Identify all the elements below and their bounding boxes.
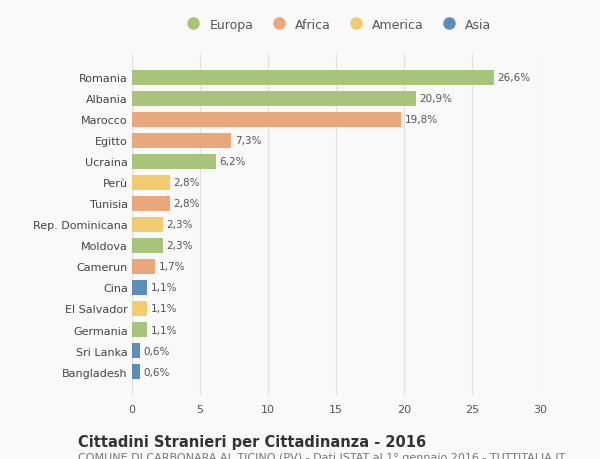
Text: 1,1%: 1,1%	[151, 283, 177, 293]
Bar	[132, 259, 155, 274]
Text: 0,6%: 0,6%	[143, 367, 170, 377]
Text: 1,1%: 1,1%	[151, 325, 177, 335]
Bar	[132, 322, 147, 337]
Bar	[132, 238, 163, 253]
Bar	[132, 134, 231, 149]
Text: 2,8%: 2,8%	[173, 178, 200, 188]
Text: COMUNE DI CARBONARA AL TICINO (PV) - Dati ISTAT al 1° gennaio 2016 - TUTTITALIA.: COMUNE DI CARBONARA AL TICINO (PV) - Dat…	[78, 452, 565, 459]
Bar	[132, 154, 217, 169]
Bar	[132, 280, 147, 296]
Bar	[132, 71, 494, 86]
Text: 0,6%: 0,6%	[143, 346, 170, 356]
Bar	[132, 175, 170, 190]
Bar	[132, 91, 416, 106]
Bar	[132, 301, 147, 316]
Text: 20,9%: 20,9%	[419, 94, 452, 104]
Text: 6,2%: 6,2%	[220, 157, 246, 167]
Text: 2,3%: 2,3%	[167, 241, 193, 251]
Bar	[132, 218, 163, 232]
Text: 2,3%: 2,3%	[167, 220, 193, 230]
Text: 26,6%: 26,6%	[497, 73, 530, 83]
Text: 19,8%: 19,8%	[404, 115, 438, 125]
Text: 1,1%: 1,1%	[151, 304, 177, 314]
Bar	[132, 364, 140, 379]
Bar	[132, 343, 140, 358]
Bar	[132, 196, 170, 212]
Text: 2,8%: 2,8%	[173, 199, 200, 209]
Text: Cittadini Stranieri per Cittadinanza - 2016: Cittadini Stranieri per Cittadinanza - 2…	[78, 434, 426, 449]
Text: 7,3%: 7,3%	[235, 136, 261, 146]
Bar	[132, 112, 401, 128]
Legend: Europa, Africa, America, Asia: Europa, Africa, America, Asia	[176, 14, 496, 37]
Text: 1,7%: 1,7%	[158, 262, 185, 272]
